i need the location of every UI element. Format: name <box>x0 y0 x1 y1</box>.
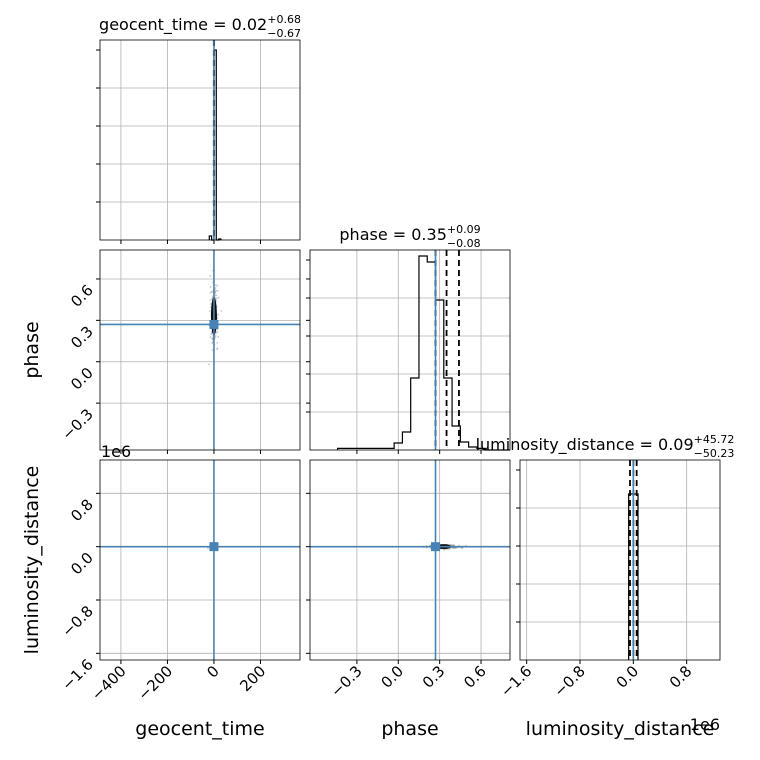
truth-marker <box>431 542 441 552</box>
x-tick-label: 0.6 <box>460 662 490 692</box>
hist-geocent_time <box>208 49 222 241</box>
y-axis-label-phase: phase <box>21 321 43 378</box>
sample-point <box>216 347 219 350</box>
sample-point <box>208 309 211 312</box>
sample-point <box>215 289 218 292</box>
sample-point <box>214 286 217 289</box>
scatter-points <box>310 460 510 660</box>
scatter-grid <box>310 460 510 660</box>
sample-point <box>215 294 218 297</box>
hist-title-lower: −0.08 <box>447 237 481 250</box>
sample-point <box>215 331 218 334</box>
sample-point <box>207 363 210 366</box>
scatter-frame <box>99 459 301 661</box>
x-tick-label: −0.3 <box>327 662 365 700</box>
sample-point <box>209 299 212 302</box>
sample-point <box>442 548 445 551</box>
hist-grid <box>520 460 720 660</box>
y-tick-label: 0.0 <box>67 364 97 394</box>
y-tick-label: 0.6 <box>67 281 97 311</box>
hist-title-phase: phase = 0.35+0.09 <box>339 223 480 244</box>
sample-point <box>214 294 217 297</box>
scatter-frame <box>99 249 301 451</box>
sample-point <box>453 547 456 550</box>
sample-point <box>216 347 219 350</box>
scatter-grid <box>100 250 300 450</box>
hist-frame-phase <box>309 249 511 451</box>
sample-point <box>206 547 209 550</box>
hist-title-luminosity_distance: luminosity_distance = 0.09+45.72 <box>476 433 735 455</box>
sample-point <box>210 333 213 336</box>
truth-marker <box>209 542 219 552</box>
sample-point <box>452 544 455 547</box>
truth-marker <box>209 319 219 329</box>
sample-point <box>209 336 212 339</box>
x-tick-label: 0 <box>203 662 222 681</box>
x-axis-label-phase: phase <box>381 718 438 740</box>
y-tick-label: 0.3 <box>67 322 97 352</box>
sample-point <box>209 285 212 288</box>
sample-point <box>211 290 214 293</box>
x-tick-label: −200 <box>134 662 176 704</box>
x-tick-label: 0.3 <box>419 662 449 692</box>
y-offset-label: 1e6 <box>101 442 131 461</box>
scatter-frame <box>309 459 511 661</box>
hist-title-lower: −0.67 <box>267 27 301 40</box>
hist-frame-geocent_time <box>99 39 301 241</box>
x-tick-label: −0.8 <box>550 662 588 700</box>
sample-point <box>449 543 452 546</box>
sample-point <box>211 290 214 293</box>
scatter-points <box>100 250 300 450</box>
sample-point <box>453 547 456 550</box>
sample-point <box>214 335 217 338</box>
y-axis-label-luminosity_distance: luminosity_distance <box>21 466 43 655</box>
sample-point <box>217 296 220 299</box>
sample-point <box>452 547 455 550</box>
sample-point <box>215 297 218 300</box>
sample-point <box>209 275 212 278</box>
y-tick-label: −0.8 <box>58 602 96 640</box>
x-offset-label: 1e6 <box>690 715 720 734</box>
sample-point <box>216 341 219 344</box>
hist-frame-luminosity_distance <box>519 459 721 661</box>
hist-title-geocent_time: geocent_time = 0.02+0.68 <box>99 13 301 35</box>
sample-point <box>214 284 217 287</box>
sample-point <box>216 328 219 331</box>
y-tick-label: −0.3 <box>58 405 96 443</box>
y-tick-label: 0.8 <box>67 495 97 525</box>
hist-grid <box>310 250 510 450</box>
hist-title-lower: −50.23 <box>694 447 735 460</box>
scatter-grid <box>100 460 300 660</box>
sample-point <box>429 547 432 550</box>
sample-point <box>216 330 219 333</box>
sample-point <box>460 547 463 550</box>
sample-point <box>214 334 217 337</box>
sample-point <box>216 284 219 287</box>
sample-point <box>216 289 219 292</box>
sample-point <box>217 313 220 316</box>
x-tick-label: 0.8 <box>666 662 696 692</box>
x-tick-label: −1.6 <box>497 662 535 700</box>
x-tick-label: 0.0 <box>378 662 408 692</box>
hist-grid <box>100 40 300 240</box>
sample-point <box>220 309 223 312</box>
scatter-points <box>100 460 300 660</box>
y-tick-label: 0.0 <box>67 549 97 579</box>
x-axis-label-geocent_time: geocent_time <box>135 718 264 740</box>
x-tick-label: 200 <box>236 662 269 695</box>
sample-point <box>211 337 214 340</box>
x-tick-label: 0.0 <box>613 662 643 692</box>
sample-point <box>211 337 214 340</box>
sample-point <box>209 291 212 294</box>
sample-point <box>211 341 214 344</box>
sample-point <box>451 544 454 547</box>
sample-point <box>217 335 220 338</box>
sample-point <box>210 331 213 334</box>
x-axis-label-luminosity_distance: luminosity_distance <box>526 718 715 740</box>
hist-phase <box>336 255 510 451</box>
